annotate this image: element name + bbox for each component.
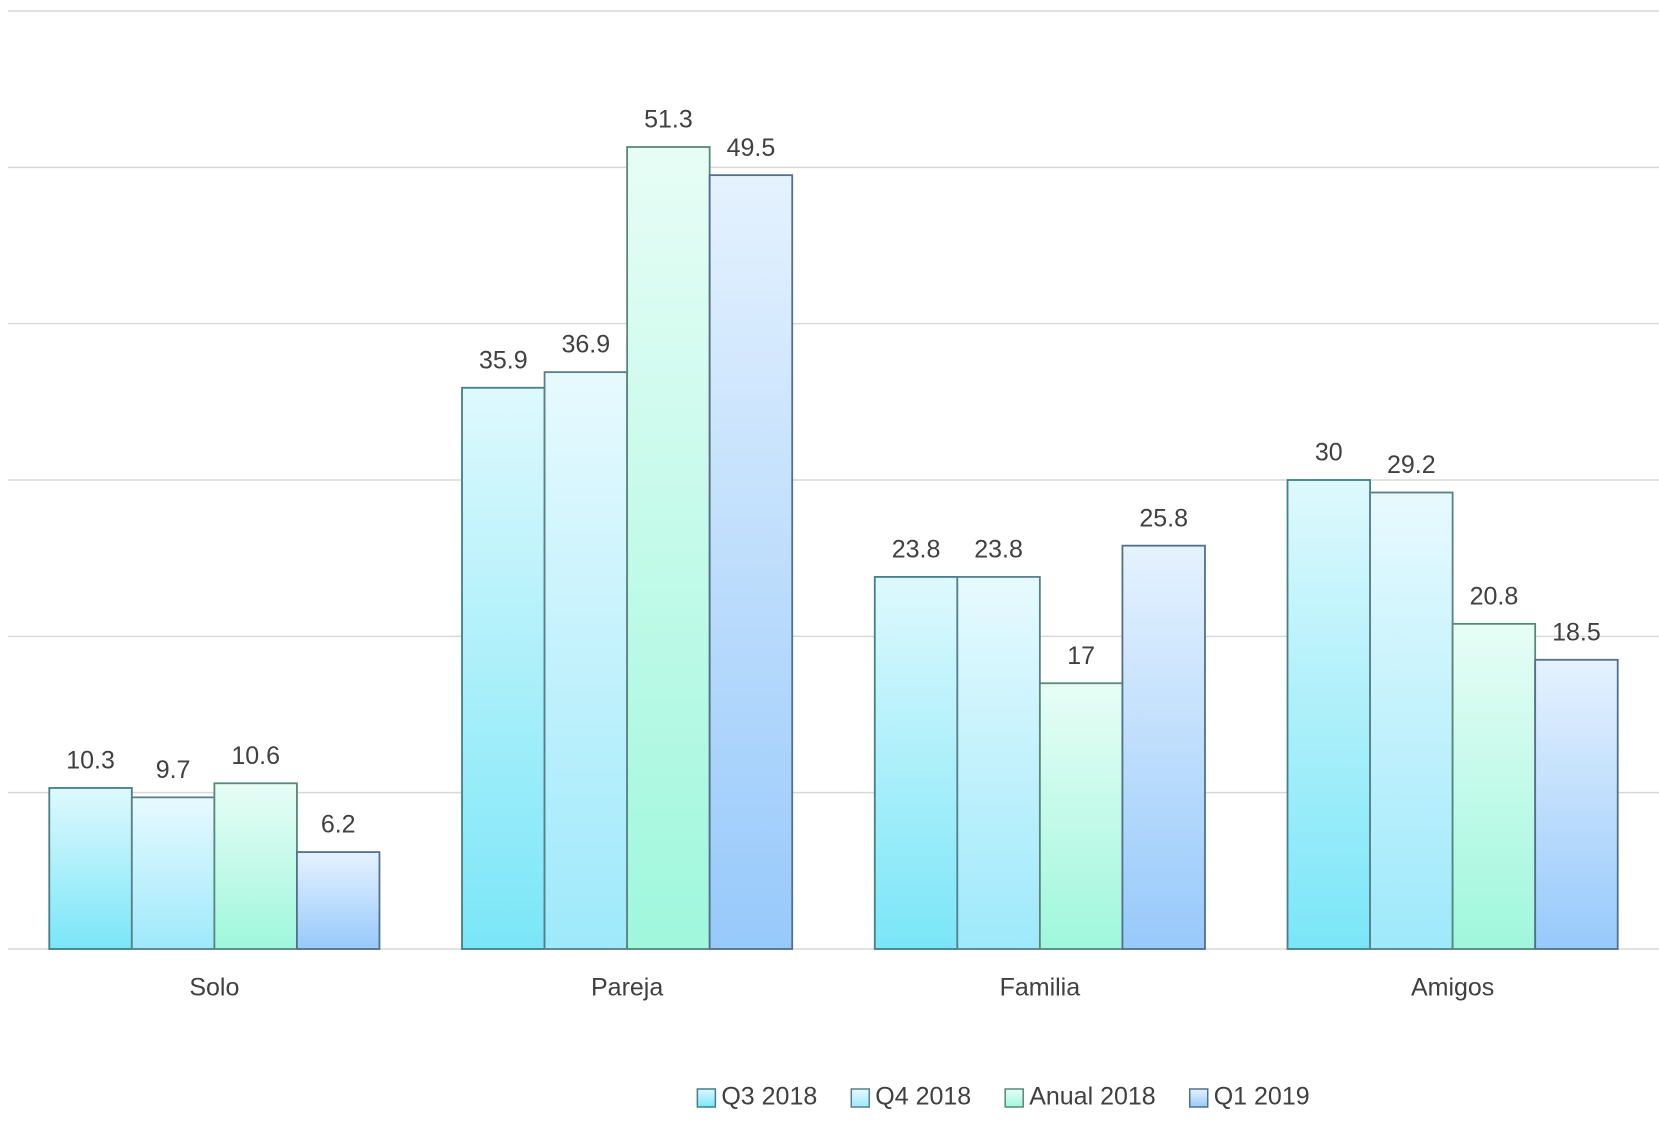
bar bbox=[543, 371, 629, 950]
bar bbox=[461, 386, 546, 950]
bar bbox=[956, 576, 1041, 950]
legend: Q3 2018 Q4 2018 Anual 2018 Q1 2019 bbox=[696, 1083, 1310, 1111]
bar bbox=[1038, 682, 1124, 950]
x-tick-label: Solo bbox=[189, 974, 239, 1002]
value-label: 25.8 bbox=[1139, 504, 1188, 532]
value-label: 10.3 bbox=[66, 747, 115, 775]
legend-swatch bbox=[696, 1088, 717, 1108]
bar bbox=[1286, 479, 1371, 950]
value-label: 49.5 bbox=[727, 134, 776, 162]
value-label: 17 bbox=[1067, 642, 1095, 670]
legend-label: Q4 2018 bbox=[875, 1083, 971, 1111]
value-label: 6.2 bbox=[321, 811, 356, 839]
x-tick-label: Familia bbox=[1000, 974, 1081, 1002]
value-label: 51.3 bbox=[644, 106, 693, 134]
bar bbox=[1451, 622, 1537, 950]
value-label: 29.2 bbox=[1387, 451, 1436, 479]
legend-label: Q1 2019 bbox=[1214, 1083, 1310, 1111]
bar bbox=[296, 851, 381, 950]
value-label: 35.9 bbox=[479, 346, 528, 374]
legend-swatch bbox=[1188, 1088, 1209, 1108]
x-tick-label: Pareja bbox=[591, 974, 663, 1002]
value-label: 20.8 bbox=[1470, 582, 1519, 610]
value-label: 36.9 bbox=[562, 331, 611, 359]
bar bbox=[1369, 491, 1454, 950]
value-label: 9.7 bbox=[156, 756, 191, 784]
value-label: 23.8 bbox=[892, 536, 941, 564]
legend-label: Q3 2018 bbox=[721, 1083, 817, 1111]
value-label: 18.5 bbox=[1552, 618, 1601, 646]
bar bbox=[626, 146, 711, 950]
bar bbox=[1534, 658, 1619, 950]
legend-label: Anual 2018 bbox=[1029, 1083, 1156, 1111]
bar bbox=[873, 576, 959, 950]
legend-swatch bbox=[1004, 1088, 1024, 1108]
value-label: 23.8 bbox=[974, 536, 1023, 564]
value-label: 10.6 bbox=[231, 742, 280, 770]
bar bbox=[708, 174, 794, 950]
x-tick-label: Amigos bbox=[1411, 974, 1494, 1002]
legend-swatch bbox=[850, 1088, 871, 1108]
bar bbox=[48, 787, 133, 950]
bar bbox=[1121, 544, 1206, 950]
bar bbox=[130, 796, 216, 950]
bar bbox=[213, 782, 298, 950]
value-label: 30 bbox=[1315, 439, 1343, 467]
